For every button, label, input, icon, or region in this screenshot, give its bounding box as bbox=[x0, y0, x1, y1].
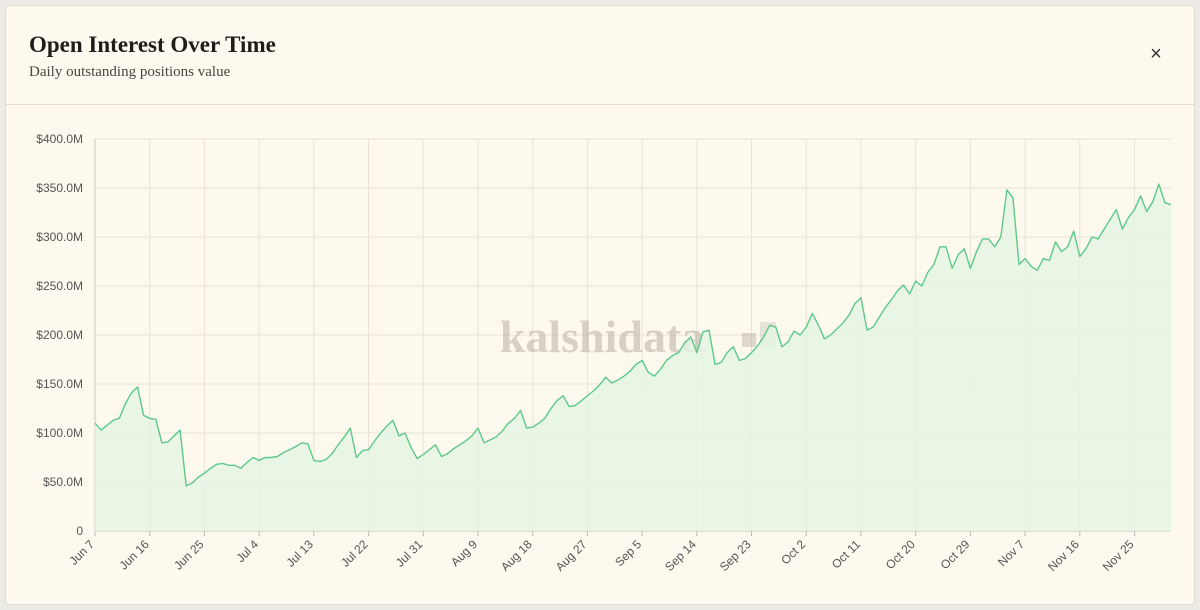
chart-subtitle: Daily outstanding positions value bbox=[29, 64, 231, 80]
close-button[interactable]: × bbox=[1150, 43, 1162, 65]
y-tick-label: $250.0M bbox=[36, 279, 83, 293]
y-tick-label: $100.0M bbox=[36, 426, 83, 440]
y-tick-label: $400.0M bbox=[36, 132, 83, 146]
watermark: kalshidata bbox=[500, 311, 705, 362]
y-tick-label: $150.0M bbox=[36, 377, 83, 391]
area-fill bbox=[95, 184, 1171, 531]
y-tick-label: $50.0M bbox=[43, 475, 83, 489]
chart-title: Open Interest Over Time bbox=[29, 32, 276, 57]
y-tick-label: 0 bbox=[76, 524, 83, 538]
watermark-icon bbox=[742, 333, 756, 347]
y-tick-label: $200.0M bbox=[36, 328, 83, 342]
y-tick-label: $300.0M bbox=[36, 230, 83, 244]
y-tick-label: $350.0M bbox=[36, 181, 83, 195]
line-series bbox=[94, 183, 1172, 487]
